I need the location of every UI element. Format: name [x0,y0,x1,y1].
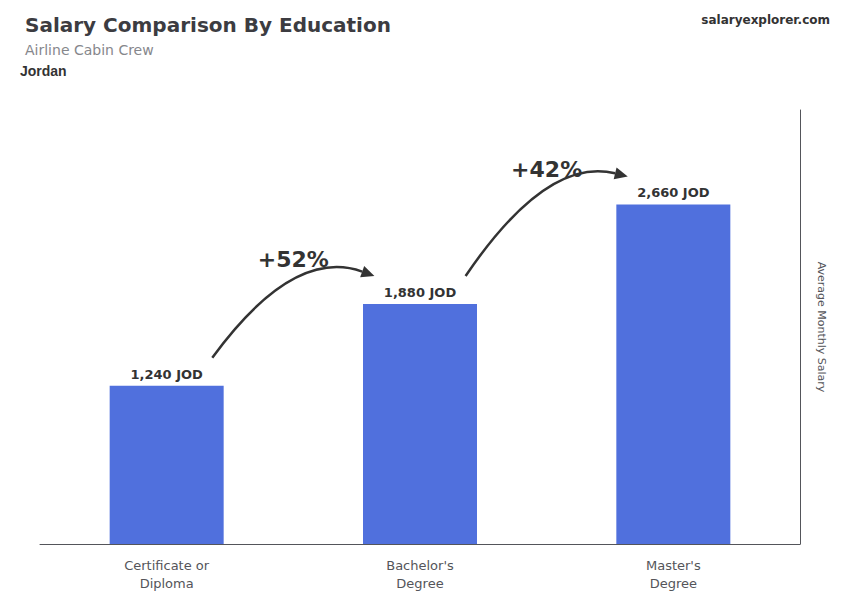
svg-text:salaryexplorer.com: salaryexplorer.com [701,13,830,27]
svg-text:+42%: +42% [511,157,582,182]
svg-text:Average Monthly Salary: Average Monthly Salary [815,262,828,393]
svg-text:1,880 JOD: 1,880 JOD [384,285,457,300]
svg-text:Degree: Degree [396,576,443,591]
svg-text:Jordan: Jordan [20,63,67,79]
svg-text:Degree: Degree [650,576,697,591]
svg-text:Diploma: Diploma [140,576,194,591]
svg-text:+52%: +52% [258,247,329,272]
svg-text:Airline Cabin Crew: Airline Cabin Crew [25,42,154,58]
svg-text:Bachelor's: Bachelor's [386,558,454,573]
svg-text:Master's: Master's [646,558,701,573]
svg-text:1,240 JOD: 1,240 JOD [131,367,204,382]
svg-text:Salary Comparison By Education: Salary Comparison By Education [25,13,391,37]
svg-text:Certificate or: Certificate or [124,558,210,573]
svg-text:2,660 JOD: 2,660 JOD [637,185,710,200]
